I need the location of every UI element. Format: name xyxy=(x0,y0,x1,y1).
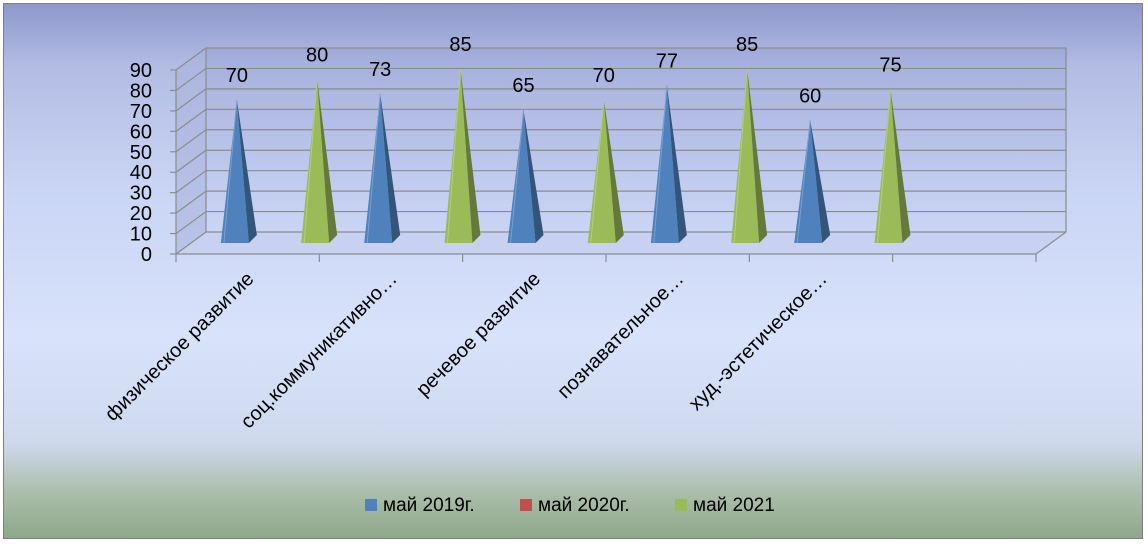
pyramid-edge xyxy=(303,79,318,244)
pyramid-face-front xyxy=(220,99,249,243)
pyramid-face-side xyxy=(236,99,257,243)
floor-right-edge xyxy=(1035,231,1067,255)
pyramid-edge xyxy=(366,93,381,244)
legend-label: май 2021 xyxy=(693,495,775,516)
pyramid-edge xyxy=(796,120,811,244)
data-label: 75 xyxy=(879,55,901,77)
y-tick-label: 90 xyxy=(130,60,152,82)
legend-item: май 2020г. xyxy=(520,495,630,516)
pyramid-edge xyxy=(653,85,668,244)
category-label: речевое развитие xyxy=(412,268,545,401)
floor xyxy=(176,232,1066,254)
data-labels: 70 80 73 85 65 70 77 85 60 75 xyxy=(226,34,902,107)
data-label: 65 xyxy=(512,75,534,97)
pyramid-bar xyxy=(301,79,338,244)
pyramid-bar xyxy=(650,85,687,244)
legend-label: май 2020г. xyxy=(538,495,630,516)
pyramid-face-front xyxy=(731,69,760,243)
pyramid-face-side xyxy=(666,85,687,243)
side-wall xyxy=(176,48,206,254)
pyramid-bar xyxy=(794,120,831,244)
data-label: 85 xyxy=(449,34,471,56)
pyramid-edge xyxy=(876,89,891,244)
data-label: 60 xyxy=(799,85,821,107)
pyramid-face-side xyxy=(747,69,768,243)
pyramid-bar xyxy=(874,89,911,244)
pyramid-face-front xyxy=(794,120,823,243)
y-tick-label: 50 xyxy=(130,142,152,164)
legend-swatch xyxy=(365,499,377,511)
data-label: 73 xyxy=(369,59,391,81)
y-tick-label: 70 xyxy=(130,101,152,123)
pyramid-face-side xyxy=(890,89,911,244)
pyramid-face-side xyxy=(317,79,338,243)
y-tick-label: 60 xyxy=(130,121,152,143)
legend-label: май 2019г. xyxy=(383,495,475,516)
pyramid-face-front xyxy=(587,99,616,243)
pyramid-edge xyxy=(733,69,748,244)
pyramid-bar xyxy=(220,99,257,244)
y-tick-label: 40 xyxy=(130,162,152,184)
y-tick-label: 20 xyxy=(130,203,152,225)
category-label: физическое развитие xyxy=(101,268,258,425)
pyramid-face-front xyxy=(301,79,330,243)
chart-walls xyxy=(176,48,1066,254)
pyramid-bar xyxy=(507,110,544,244)
legend-item: май 2021 xyxy=(675,495,775,516)
pyramid-face-front xyxy=(507,110,536,243)
pyramid-edge xyxy=(590,99,605,244)
pyramid-edge xyxy=(446,69,461,244)
pyramid-face-front xyxy=(650,85,679,243)
pyramid-face-side xyxy=(380,93,401,243)
pyramid-edge xyxy=(510,110,525,244)
y-tick-label: 80 xyxy=(130,80,152,102)
pyramid-bar xyxy=(364,93,401,244)
pyramid-bar xyxy=(444,69,481,244)
pyramid-face-front xyxy=(874,89,903,244)
pyramid-edge xyxy=(223,99,238,244)
category-label: познавательное… xyxy=(553,268,688,403)
pyramid-bar xyxy=(731,69,768,244)
pyramid-face-side xyxy=(810,120,831,243)
data-label: 80 xyxy=(306,44,328,66)
data-label: 70 xyxy=(593,65,615,87)
chart-frame: 0 10 20 30 40 50 60 70 80 90 70 80 73 85 65 70 77 85 60 75… xyxy=(3,3,1143,539)
legend-item: май 2019г. xyxy=(365,495,475,516)
pyramid-face-side xyxy=(523,110,544,243)
data-label: 70 xyxy=(226,65,248,87)
y-tick-label: 30 xyxy=(130,183,152,205)
pyramid-face-side xyxy=(460,69,481,243)
y-tick-label: 0 xyxy=(141,244,152,266)
pyramid-face-front xyxy=(364,93,393,243)
category-label: худ.-эстетическое… xyxy=(685,268,832,415)
category-label: соц.коммуникативно… xyxy=(237,268,402,433)
data-label: 77 xyxy=(656,51,678,73)
bars xyxy=(220,69,911,244)
legend-swatch xyxy=(675,499,687,511)
back-wall xyxy=(206,48,1066,232)
pyramid-face-front xyxy=(444,69,473,243)
data-label: 85 xyxy=(736,34,758,56)
legend: май 2019г. май 2020г. май 2021 xyxy=(365,495,775,516)
pyramid-face-side xyxy=(603,99,624,243)
pyramid-bar xyxy=(587,99,624,244)
legend-swatch xyxy=(520,499,532,511)
y-tick-label: 10 xyxy=(130,224,152,246)
